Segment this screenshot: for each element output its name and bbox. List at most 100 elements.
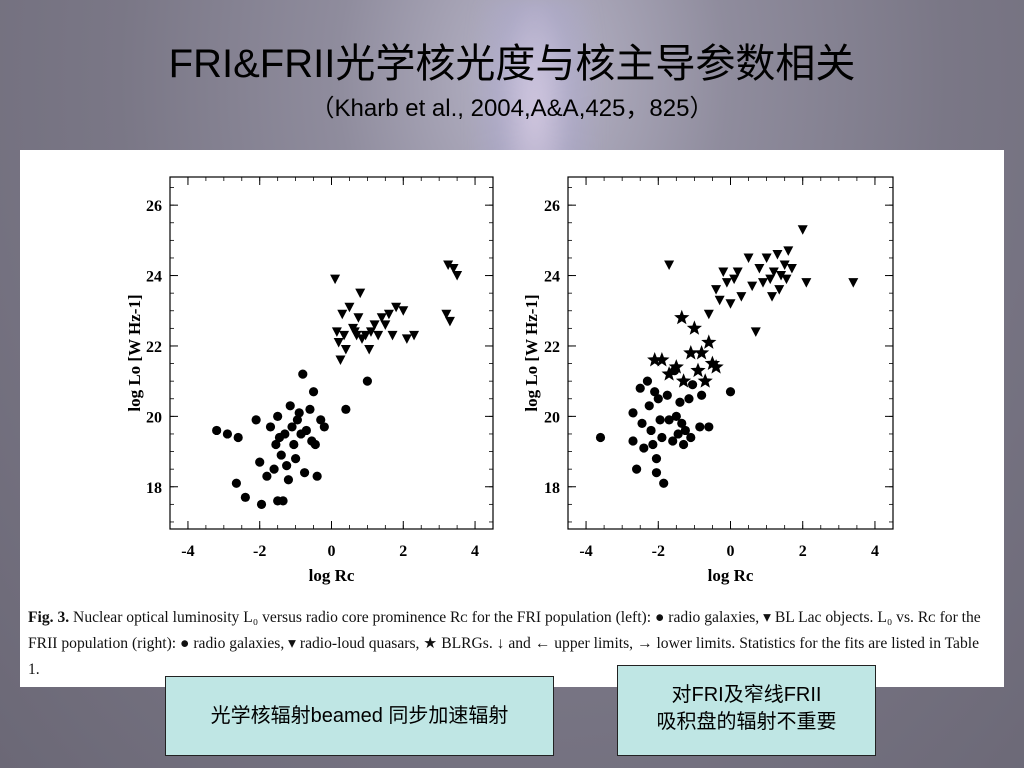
right-triangle-point bbox=[718, 267, 729, 278]
left-radio-galaxy-point bbox=[212, 425, 222, 436]
slide-subtitle: （Kharb et al., 2004,A&A,425，825） bbox=[310, 95, 714, 122]
left-radio-galaxy-point bbox=[294, 408, 304, 418]
left-triangle-point bbox=[380, 320, 391, 330]
left-radio-galaxy-point bbox=[283, 475, 294, 485]
right-blrg-star-point bbox=[675, 373, 692, 388]
left-triangle-point bbox=[364, 344, 375, 355]
left-x-tick-label: -4 bbox=[181, 543, 194, 560]
left-triangle-point bbox=[340, 344, 351, 355]
left-radio-galaxy-point bbox=[301, 425, 311, 436]
left-triangle-point bbox=[409, 330, 420, 341]
right-radio-galaxy-point bbox=[635, 383, 645, 393]
right-triangle-point bbox=[786, 264, 797, 274]
left-triangle-point bbox=[383, 309, 394, 320]
figure-caption: Fig. 3. Nuclear optical luminosity L₀ ve… bbox=[28, 605, 994, 683]
left-radio-galaxy-point bbox=[282, 461, 292, 471]
left-triangle-point bbox=[360, 330, 371, 341]
right-radio-galaxy-point bbox=[662, 390, 672, 400]
right-radio-galaxy-point bbox=[725, 387, 736, 397]
right-x-tick-label: 4 bbox=[871, 543, 879, 560]
note-box-left: 光学核辐射beamed 同步加速辐射 bbox=[165, 676, 554, 756]
caption-label: Fig. 3. bbox=[28, 609, 70, 626]
left-radio-galaxy-point bbox=[310, 439, 320, 450]
right-blrg-star-point bbox=[701, 334, 717, 349]
left-triangle-point bbox=[355, 288, 366, 299]
left-radio-galaxy-point bbox=[222, 429, 233, 439]
right-x-axis-label: log Rc bbox=[708, 566, 754, 585]
right-triangle-point bbox=[781, 274, 792, 285]
right-triangle-point bbox=[725, 299, 736, 309]
right-triangle-point bbox=[801, 278, 812, 288]
left-triangle-point bbox=[448, 264, 459, 274]
right-radio-galaxy-point bbox=[646, 425, 656, 436]
right-blrg-star-point bbox=[708, 359, 724, 374]
left-radio-galaxy-point bbox=[240, 492, 250, 502]
right-triangle-point bbox=[776, 271, 787, 281]
left-radio-galaxy-point bbox=[341, 404, 351, 414]
right-triangle-point bbox=[732, 267, 743, 278]
right-blrg-star-point bbox=[690, 362, 706, 378]
right-radio-galaxy-point bbox=[668, 436, 678, 446]
right-radio-galaxy-point bbox=[659, 478, 669, 488]
left-y-tick-label: 22 bbox=[146, 339, 162, 356]
right-triangle-point bbox=[703, 309, 714, 320]
right-radio-galaxy-point bbox=[657, 432, 667, 443]
left-triangle-point bbox=[444, 316, 455, 327]
right-triangle-point bbox=[848, 278, 859, 288]
left-radio-galaxy-point bbox=[251, 415, 261, 425]
left-radio-galaxy-point bbox=[292, 415, 303, 425]
left-triangle-point bbox=[387, 330, 398, 341]
right-x-tick-label: -4 bbox=[579, 543, 592, 560]
left-radio-galaxy-point bbox=[319, 422, 329, 432]
right-triangle-point bbox=[729, 274, 740, 285]
right-triangle-point bbox=[765, 274, 776, 285]
right-y-tick-label: 26 bbox=[544, 198, 560, 215]
left-triangle-point bbox=[401, 334, 412, 344]
right-radio-galaxy-point bbox=[673, 429, 683, 439]
left-radio-galaxy-point bbox=[299, 468, 310, 478]
right-radio-galaxy-point bbox=[650, 387, 660, 397]
left-triangle-point bbox=[365, 327, 376, 337]
left-triangle-point bbox=[339, 330, 350, 341]
right-y-tick-label: 20 bbox=[544, 409, 560, 426]
right-radio-galaxy-point bbox=[677, 418, 687, 428]
left-radio-galaxy-point bbox=[276, 450, 286, 460]
right-radio-galaxy-point bbox=[671, 411, 681, 421]
right-triangle-point bbox=[779, 260, 790, 270]
left-y-tick-label: 26 bbox=[146, 198, 162, 215]
left-radio-galaxy-point bbox=[289, 439, 299, 450]
right-radio-galaxy-point bbox=[655, 415, 665, 425]
right-triangle-point bbox=[758, 278, 768, 288]
right-radio-galaxy-point bbox=[680, 425, 690, 436]
right-radio-galaxy-point bbox=[684, 394, 694, 404]
left-radio-galaxy-point bbox=[265, 422, 276, 432]
right-triangle-point bbox=[768, 267, 779, 278]
right-radio-galaxy-point bbox=[664, 415, 674, 425]
left-radio-galaxy-point bbox=[273, 411, 283, 421]
note-box-right: 对FRI及窄线FRII 吸积盘的辐射不重要 bbox=[617, 665, 876, 756]
right-triangle-point bbox=[743, 253, 754, 263]
right-blrg-star-point bbox=[661, 366, 677, 381]
figure-panel: -4 -2 0 2 4 18 20 22 24 26 log Rc log Lo [W Hz-1] -4… bbox=[20, 150, 1004, 687]
right-triangle-point bbox=[736, 292, 747, 302]
right-y-tick-label: 22 bbox=[544, 339, 560, 356]
note-right-line2: 吸积盘的辐射不重要 bbox=[656, 711, 837, 733]
note-right-line1: 对FRI及窄线FRII bbox=[671, 684, 822, 706]
left-radio-galaxy-point bbox=[298, 369, 308, 379]
right-radio-galaxy-point bbox=[678, 439, 689, 450]
right-radio-galaxy-point bbox=[628, 408, 638, 418]
right-blrg-star-point bbox=[668, 359, 684, 374]
right-blrg-star-point bbox=[686, 320, 702, 335]
right-blrg-star-point bbox=[674, 309, 690, 325]
right-plot-frame bbox=[567, 176, 894, 530]
right-blrg-star-point bbox=[697, 373, 713, 388]
left-triangle-point bbox=[337, 309, 348, 320]
left-radio-galaxy-point bbox=[231, 478, 241, 488]
right-radio-galaxy-point bbox=[675, 397, 685, 407]
left-radio-galaxy-point bbox=[233, 432, 243, 443]
slide-title: FRI&FRII光学核光度与核主导参数相关 bbox=[168, 42, 856, 86]
left-triangle-point bbox=[330, 274, 341, 285]
left-radio-galaxy-point bbox=[256, 499, 267, 509]
right-triangle-point bbox=[783, 246, 794, 256]
right-triangle-point bbox=[721, 278, 732, 288]
